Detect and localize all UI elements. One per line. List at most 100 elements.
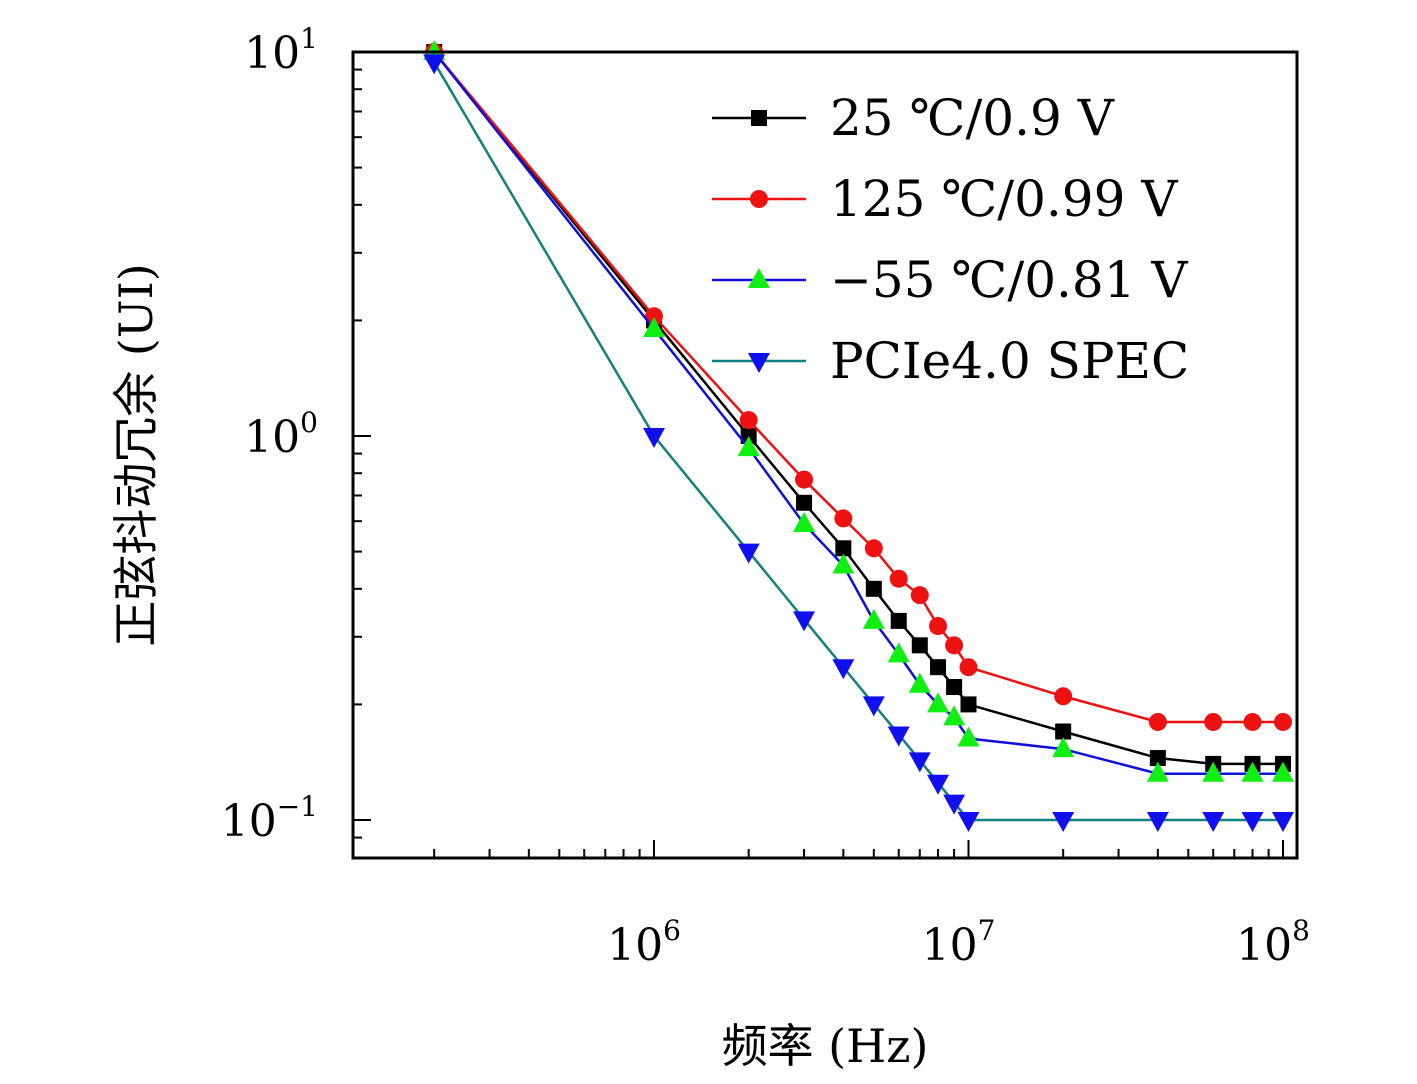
data-point [832,659,855,680]
data-point [908,752,931,773]
data-point [1241,812,1264,832]
data-point [957,812,980,832]
legend-item: PCIe4.0 SPEC [712,332,1189,390]
data-point [643,316,665,337]
x-axis-title: 频率 (Hz) [722,1019,929,1073]
data-point [1054,687,1073,706]
tick-base: 10 [221,796,277,847]
data-point [1204,712,1223,731]
tick-exponent: 7 [978,914,996,947]
legend-label: 125 ℃/0.99 V [830,170,1178,228]
tick-base: 10 [1236,920,1292,971]
x-tick-label: 108 [1236,914,1310,971]
legend-marker [748,353,770,373]
series-line [433,51,1283,775]
data-point [887,726,910,747]
data-point [887,642,910,663]
tick-base: 10 [607,920,663,971]
series-4 [423,54,1294,832]
data-point [929,617,948,636]
x-tick-label: 107 [922,914,996,971]
data-point [795,470,814,489]
data-point [1052,737,1075,758]
series-2 [425,43,1292,731]
data-point [960,696,977,713]
data-point [1146,812,1169,832]
data-point [865,580,882,597]
data-point [1146,761,1169,782]
y-axis-title: 正弦抖动冗余 (UI) [109,263,163,646]
y-tick-label: 10−1 [221,790,318,847]
tick-exponent: 6 [663,914,681,947]
data-point [1272,812,1294,832]
series-layer [423,40,1294,832]
y-tick-label: 101 [244,22,318,79]
data-point [834,509,853,528]
data-point [945,636,964,655]
data-point [957,726,980,747]
data-point [927,692,950,713]
legend-label: −55 ℃/0.81 V [830,251,1188,309]
data-point [943,705,966,726]
data-point [862,696,885,717]
data-point [739,411,758,430]
data-point [1052,812,1075,832]
data-point [1243,712,1262,731]
y-tick-label: 100 [244,406,318,463]
tick-base: 10 [922,920,978,971]
data-point [740,428,757,444]
legend-label: PCIe4.0 SPEC [830,332,1189,390]
data-point [1272,761,1294,782]
data-point [832,553,855,574]
series-line [433,61,1283,822]
data-point [943,794,966,815]
series-3 [423,40,1294,782]
tick-exponent: −1 [277,790,318,823]
legend-marker [750,190,768,208]
data-point [645,307,663,326]
data-point [910,586,929,605]
data-point [1241,761,1264,782]
plot-frame [351,50,1299,860]
legend-item: −55 ℃/0.81 V [712,251,1188,309]
data-point [890,612,907,629]
series-line [433,51,1283,724]
tick-base: 10 [244,412,300,463]
legend-item: 25 ℃/0.9 V [712,89,1115,147]
data-point [1274,712,1292,731]
data-point [1055,723,1072,740]
data-point [835,540,852,557]
data-point [911,637,928,654]
tick-exponent: 8 [1292,914,1310,947]
data-point [927,774,950,795]
legend-label: 25 ℃/0.9 V [830,89,1115,147]
legend-marker [748,268,770,288]
data-point [793,611,816,632]
data-point [793,511,816,532]
legend-item: 125 ℃/0.99 V [712,170,1178,228]
series-line [433,51,1283,766]
data-point [1202,812,1225,832]
data-point [1148,712,1167,731]
data-point [889,569,908,588]
legend-marker [751,110,767,126]
data-point [864,539,883,558]
data-point [946,679,963,696]
legend: 25 ℃/0.9 V 125 ℃/0.99 V −55 ℃/0.81 V PCIe4.… [712,89,1189,390]
data-point [1149,750,1166,767]
tick-base: 10 [244,28,300,79]
tick-exponent: 0 [300,406,318,439]
data-point [737,543,760,564]
data-point [796,494,813,511]
data-point [1202,761,1225,782]
data-point [959,658,978,677]
tick-exponent: 1 [300,22,318,55]
series-1 [426,44,1291,772]
data-point [930,659,947,676]
x-tick-label: 106 [607,914,681,971]
data-point [862,608,885,629]
data-point [643,428,665,448]
data-point [908,672,931,693]
